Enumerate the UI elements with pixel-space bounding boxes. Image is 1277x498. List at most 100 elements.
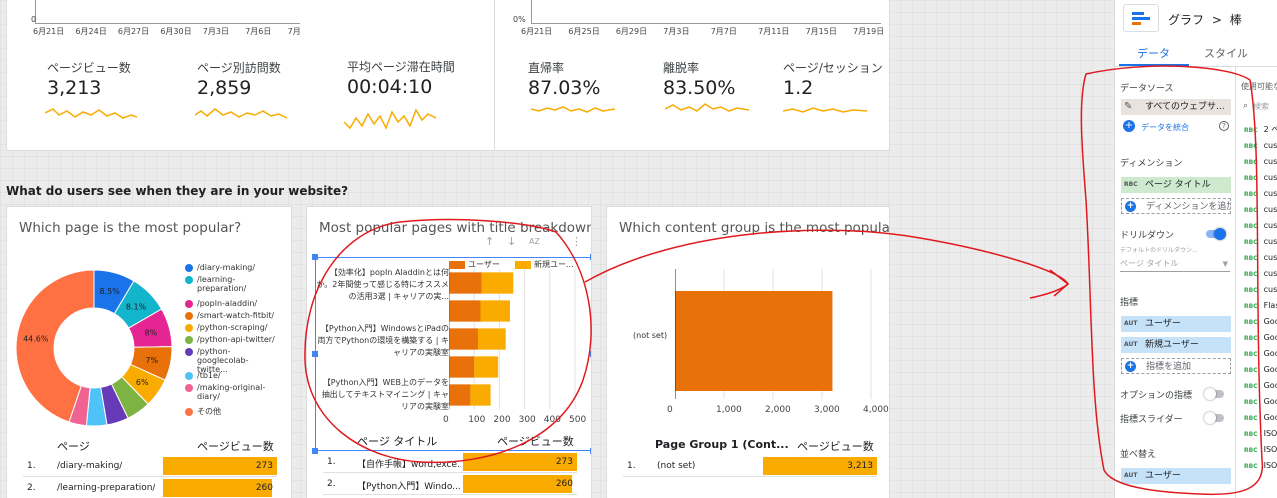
blend-data-link[interactable]: データを統合 — [1141, 123, 1189, 132]
field-type-tag: RBC — [1244, 367, 1258, 374]
y-axis-label: 【Python入門】WEB上のデータを抽出してテキストマイニング | キャリアの… — [321, 378, 449, 411]
breadcrumb-separator: > — [1211, 13, 1222, 27]
help-icon[interactable]: ? — [1219, 121, 1229, 131]
field-item[interactable]: RBC Goo — [1244, 394, 1277, 410]
resize-handle[interactable] — [590, 351, 591, 357]
sort-down-icon[interactable]: ↓ — [507, 235, 517, 248]
field-item[interactable]: RBC Goo — [1244, 410, 1277, 426]
field-item[interactable]: RBC cus — [1244, 138, 1277, 154]
table-row[interactable]: 1. 【自作手帳】word,exce... 273 — [323, 451, 577, 473]
table-row[interactable]: 1. (not set) 3,213 — [623, 455, 877, 477]
x-axis-tick: 300 — [518, 415, 536, 425]
resize-handle[interactable] — [312, 351, 318, 357]
optional-metrics-toggle[interactable] — [1204, 388, 1224, 400]
bar-segment[interactable] — [480, 300, 510, 322]
resize-handle[interactable] — [312, 448, 318, 454]
bar-segment[interactable] — [449, 300, 481, 322]
sort-az-icon[interactable]: AZ — [529, 237, 540, 246]
field-type-tag: RBC — [1244, 175, 1258, 182]
field-item[interactable]: RBC Goo — [1244, 346, 1277, 362]
resize-handle[interactable] — [590, 448, 591, 454]
field-type-tag: RBC — [1244, 127, 1258, 134]
legend-dot — [185, 384, 193, 392]
available-fields-label: 使用可能な — [1241, 82, 1277, 91]
legend-dot — [185, 336, 193, 344]
add-dimension-button[interactable]: + ディメンションを追加 — [1121, 198, 1231, 214]
tab-data[interactable]: データ — [1137, 47, 1170, 60]
dimension-chip[interactable]: RBC ページ タイトル — [1121, 177, 1231, 193]
bar-segment[interactable] — [474, 356, 499, 378]
field-name: Goo — [1263, 317, 1277, 326]
field-item[interactable]: RBC cus — [1244, 266, 1277, 282]
field-item[interactable]: RBC cus — [1244, 170, 1277, 186]
sort-up-icon[interactable]: ↑ — [485, 235, 495, 248]
metric-value: 1.2 — [783, 77, 814, 99]
field-item[interactable]: RBC cus — [1244, 186, 1277, 202]
resize-handle[interactable] — [590, 254, 591, 260]
bar-segment[interactable] — [481, 272, 514, 294]
bar[interactable] — [675, 291, 833, 391]
table-row[interactable]: 2. 【Python入門】Windo... 260 — [323, 473, 577, 495]
drilldown-toggle[interactable] — [1206, 228, 1226, 240]
data-source-field[interactable]: ✎ すべてのウェブサ... — [1121, 99, 1231, 115]
sort-chip[interactable]: AUT ユーザー — [1121, 468, 1231, 484]
legend-swatch-new-users — [515, 261, 531, 269]
field-item[interactable]: RBC Goo — [1244, 362, 1277, 378]
field-search-input[interactable]: 検索 — [1253, 102, 1269, 111]
edit-pencil-icon[interactable]: ✎ — [1124, 101, 1133, 112]
field-name: Goo — [1263, 381, 1277, 390]
table-header-group: Page Group 1 (Cont... — [655, 438, 789, 451]
field-item[interactable]: RBC cus — [1244, 282, 1277, 298]
tab-style[interactable]: スタイル — [1204, 47, 1248, 60]
more-menu-icon[interactable]: ⋮ — [571, 235, 582, 248]
field-item[interactable]: RBC 2 ペ — [1244, 122, 1277, 138]
metric-slider-toggle[interactable] — [1204, 412, 1224, 424]
bar-segment[interactable] — [477, 328, 506, 350]
field-name: Goo — [1263, 333, 1277, 342]
bar-segment[interactable] — [449, 384, 471, 406]
field-item[interactable]: RBC cus — [1244, 250, 1277, 266]
search-icon[interactable]: ⌕ — [1243, 101, 1249, 111]
metric-chip[interactable]: AUT ユーザー — [1121, 316, 1231, 332]
field-item[interactable]: RBC cus — [1244, 234, 1277, 250]
sparkline — [344, 108, 436, 130]
bar-segment[interactable] — [470, 384, 491, 406]
table-row[interactable]: 2. /learning-preparation/ 260 — [23, 477, 277, 498]
bar-segment[interactable] — [449, 356, 475, 378]
field-item[interactable]: RBC ISO — [1244, 442, 1277, 458]
pie-slice-label: 6% — [136, 378, 149, 387]
row-bar — [763, 457, 877, 475]
breadcrumb-prefix[interactable]: グラフ — [1168, 13, 1205, 27]
field-item[interactable]: RBC ISO — [1244, 458, 1277, 474]
bar-segment[interactable] — [449, 272, 482, 294]
field-item[interactable]: RBC ISO — [1244, 426, 1277, 442]
table-row[interactable]: 1. /diary-making/ 273 — [23, 455, 277, 477]
drilldown-label: ドリルダウン — [1120, 231, 1175, 241]
x-axis-tick: 4,000 — [863, 405, 889, 415]
add-metric-label: 指標を追加 — [1146, 362, 1192, 372]
resize-handle[interactable] — [312, 254, 318, 260]
field-name: cus — [1263, 205, 1277, 214]
field-item[interactable]: RBC Flas — [1244, 298, 1277, 314]
row-page: 【Python入門】Windo... — [357, 482, 461, 492]
legend-label: /python-api-twitter/ — [197, 335, 275, 344]
field-item[interactable]: RBC cus — [1244, 218, 1277, 234]
drilldown-default-select[interactable]: ページ タイトル ▼ — [1120, 256, 1230, 272]
field-item[interactable]: RBC Goo — [1244, 314, 1277, 330]
metric-chip[interactable]: AUT 新規ユーザー — [1121, 337, 1231, 353]
field-item[interactable]: RBC Goo — [1244, 330, 1277, 346]
data-source-value: すべてのウェブサ... — [1145, 102, 1225, 112]
field-type-tag: RBC — [1244, 207, 1258, 214]
metric-type-tag: AUT — [1124, 320, 1138, 327]
field-name: Goo — [1263, 365, 1277, 374]
breadcrumb-current: 棒 — [1229, 13, 1242, 27]
bar-segment[interactable] — [449, 328, 478, 350]
field-item[interactable]: RBC cus — [1244, 202, 1277, 218]
pie-slice[interactable] — [15, 269, 95, 423]
field-item[interactable]: RBC cus — [1244, 154, 1277, 170]
x-axis-tick: 200 — [493, 415, 511, 425]
sparkline — [783, 107, 867, 113]
add-circle-icon[interactable]: + — [1123, 120, 1135, 132]
field-item[interactable]: RBC Goo — [1244, 378, 1277, 394]
add-metric-button[interactable]: + 指標を追加 — [1121, 358, 1231, 374]
